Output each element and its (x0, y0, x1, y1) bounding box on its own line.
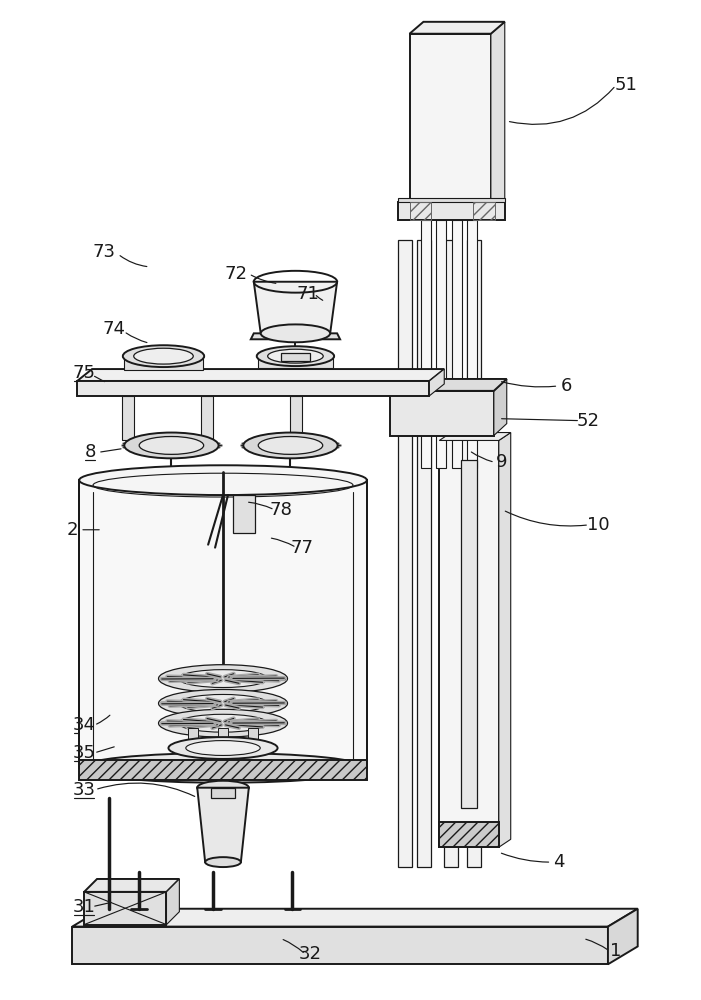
Polygon shape (409, 22, 505, 34)
Text: 31: 31 (73, 898, 95, 916)
Polygon shape (608, 909, 638, 964)
Polygon shape (397, 198, 505, 202)
Polygon shape (84, 879, 179, 892)
Bar (467, 240, 481, 867)
Text: 74: 74 (102, 320, 125, 338)
Text: 35: 35 (73, 744, 95, 762)
Ellipse shape (123, 345, 204, 367)
Ellipse shape (268, 349, 323, 363)
Polygon shape (197, 788, 249, 862)
Ellipse shape (197, 781, 249, 795)
Text: 2: 2 (67, 521, 78, 539)
Bar (280, 353, 311, 361)
Bar (421, 220, 431, 468)
Bar (436, 220, 447, 468)
Bar (290, 396, 302, 440)
Text: 77: 77 (291, 539, 314, 557)
Text: 52: 52 (577, 412, 599, 430)
Ellipse shape (158, 665, 287, 692)
Text: 73: 73 (93, 243, 116, 261)
Ellipse shape (178, 714, 268, 732)
Ellipse shape (257, 346, 334, 366)
Bar (258, 356, 333, 368)
Ellipse shape (124, 433, 219, 458)
Polygon shape (440, 433, 511, 440)
Text: 72: 72 (224, 265, 247, 283)
Bar (440, 822, 499, 847)
Bar (461, 460, 477, 808)
Ellipse shape (178, 694, 268, 712)
Bar (409, 34, 491, 202)
Polygon shape (72, 909, 638, 927)
Text: 32: 32 (299, 945, 322, 963)
Text: 34: 34 (73, 716, 95, 734)
Polygon shape (72, 927, 608, 964)
Ellipse shape (158, 689, 287, 717)
Bar (409, 202, 431, 220)
Ellipse shape (139, 437, 204, 454)
Text: 10: 10 (587, 516, 609, 534)
Polygon shape (491, 22, 505, 202)
Bar (452, 220, 462, 468)
Text: 4: 4 (552, 853, 564, 871)
Ellipse shape (258, 437, 322, 454)
Bar (189, 728, 198, 748)
Polygon shape (251, 333, 340, 339)
Polygon shape (77, 381, 430, 396)
Text: 78: 78 (269, 501, 292, 519)
Bar (467, 220, 477, 468)
Bar (79, 760, 367, 780)
Ellipse shape (261, 324, 330, 342)
Polygon shape (77, 369, 444, 381)
Bar (418, 240, 431, 867)
Bar (79, 480, 367, 768)
Ellipse shape (243, 433, 338, 458)
Text: 9: 9 (496, 453, 508, 471)
Ellipse shape (205, 857, 241, 867)
Polygon shape (84, 892, 166, 925)
Polygon shape (499, 433, 511, 847)
Bar (201, 396, 213, 440)
Ellipse shape (79, 753, 367, 783)
Ellipse shape (79, 465, 367, 495)
Polygon shape (166, 879, 179, 925)
Text: 1: 1 (610, 942, 622, 960)
Text: 51: 51 (614, 76, 637, 94)
Bar (444, 240, 458, 867)
Bar (211, 788, 235, 798)
Text: 33: 33 (73, 781, 95, 799)
Bar (397, 240, 411, 867)
Bar (122, 396, 134, 440)
Bar (397, 202, 505, 220)
Bar (440, 440, 499, 847)
Text: 75: 75 (73, 364, 95, 382)
Polygon shape (390, 379, 507, 391)
Text: 6: 6 (561, 377, 572, 395)
Bar (248, 728, 258, 748)
Ellipse shape (168, 737, 278, 759)
Polygon shape (254, 282, 337, 333)
Bar (218, 728, 228, 748)
Ellipse shape (186, 741, 260, 755)
Polygon shape (430, 369, 444, 396)
Ellipse shape (134, 348, 193, 364)
Ellipse shape (178, 670, 268, 688)
Bar (473, 202, 495, 220)
Text: 8: 8 (84, 443, 96, 461)
Ellipse shape (158, 709, 287, 737)
Polygon shape (494, 379, 507, 436)
Bar (233, 495, 254, 533)
Bar (124, 356, 203, 370)
Text: 71: 71 (297, 285, 320, 303)
Bar (390, 391, 494, 436)
